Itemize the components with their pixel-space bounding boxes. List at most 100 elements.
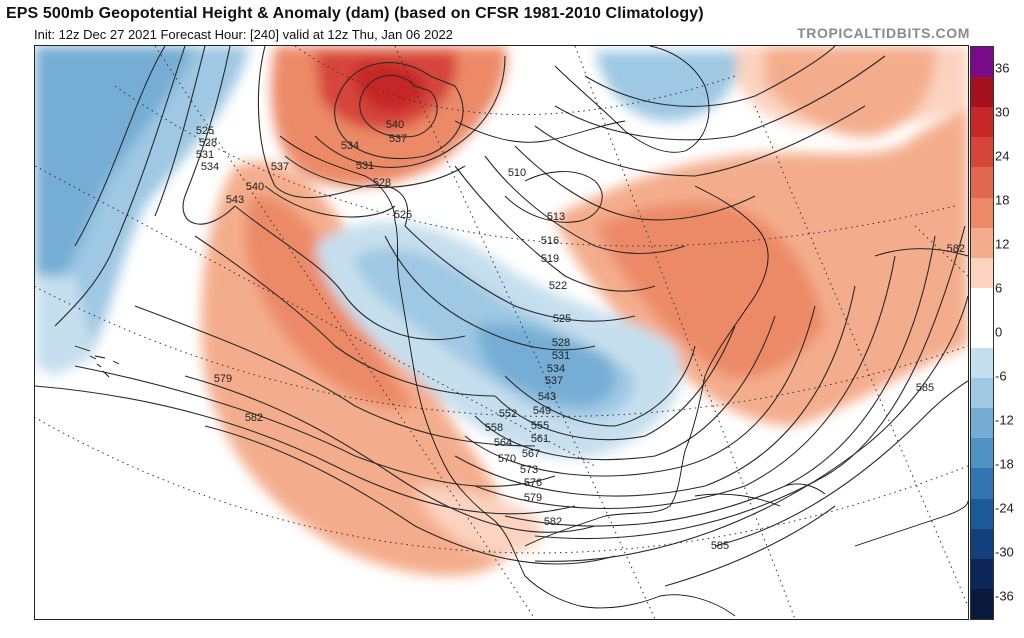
contour-label: 537 bbox=[271, 161, 289, 173]
contour-label: 528 bbox=[552, 337, 570, 349]
colorbar-segment bbox=[971, 167, 993, 198]
height-contour bbox=[284, 155, 466, 188]
height-contour bbox=[35, 385, 576, 515]
coastline-east bbox=[684, 185, 769, 452]
positive-anomaly-mexico bbox=[415, 486, 543, 556]
coastline-north-america bbox=[279, 135, 581, 607]
height-contour bbox=[494, 325, 736, 441]
height-contour bbox=[584, 46, 836, 107]
contour-label: 558 bbox=[485, 422, 503, 434]
lat-lon-grid bbox=[35, 46, 968, 619]
contour-label: 531 bbox=[552, 350, 570, 362]
colorbar-segment bbox=[971, 287, 993, 319]
colorbar-tick-label: 30 bbox=[995, 104, 1010, 120]
coastline-cuba bbox=[694, 493, 781, 507]
colorbar-tick-label: -12 bbox=[995, 412, 1014, 428]
colorbar-segment bbox=[971, 257, 993, 289]
latitude-line bbox=[294, 46, 736, 115]
contour-label: 552 bbox=[499, 408, 517, 420]
contour-label: 540 bbox=[386, 119, 404, 131]
height-contour bbox=[484, 155, 686, 255]
negative-anomaly-pacific-core bbox=[35, 46, 195, 286]
contour-label: 585 bbox=[916, 382, 934, 394]
contour-label: 534 bbox=[201, 161, 219, 173]
height-contour bbox=[474, 315, 776, 461]
anomaly-colorbar bbox=[970, 46, 994, 620]
contour-label: 531 bbox=[356, 160, 374, 172]
height-contour bbox=[74, 46, 166, 247]
contour-label: 582 bbox=[947, 243, 965, 255]
positive-anomaly-pacific-ridge-core bbox=[244, 194, 415, 408]
anomaly-map: 525 528 531 534 537 540 543 534 531 528 … bbox=[35, 46, 968, 619]
contour-label: 543 bbox=[538, 391, 556, 403]
contour-label: 519 bbox=[541, 253, 559, 265]
contour-label: 537 bbox=[545, 375, 563, 387]
longitude-line bbox=[154, 46, 536, 619]
colorbar-segment bbox=[971, 378, 993, 409]
contour-label: 528 bbox=[373, 177, 391, 189]
height-contour bbox=[534, 105, 866, 177]
negative-anomaly-pacific-outer bbox=[35, 276, 95, 376]
contour-label: 567 bbox=[522, 448, 540, 460]
coastline-south-america bbox=[854, 500, 968, 547]
contour-label: 579 bbox=[524, 492, 542, 504]
coastline-hispaniola bbox=[784, 483, 826, 495]
contour-label: 549 bbox=[533, 405, 551, 417]
colorbar-segment bbox=[971, 77, 993, 108]
colorbar-segment bbox=[971, 317, 993, 349]
colorbar-segment bbox=[971, 498, 993, 530]
coastlines bbox=[74, 46, 968, 617]
colorbar-segment bbox=[971, 137, 993, 168]
colorbar-tick-label: 6 bbox=[995, 280, 1003, 296]
contour-label: 561 bbox=[531, 433, 549, 445]
contour-label: 582 bbox=[245, 412, 263, 424]
contour-label: 531 bbox=[196, 149, 214, 161]
height-contour bbox=[54, 46, 186, 327]
height-contour bbox=[534, 295, 968, 562]
contour-label: 570 bbox=[498, 453, 516, 465]
colorbar-segment bbox=[971, 107, 993, 138]
negative-anomaly-greenland bbox=[595, 51, 737, 122]
positive-anomaly-atlantic-core bbox=[595, 202, 825, 379]
contour-label: 525 bbox=[553, 313, 571, 325]
coastline-central-america bbox=[579, 594, 736, 617]
contour-label: 516 bbox=[541, 235, 559, 247]
colorbar-tick-label: -36 bbox=[995, 588, 1014, 604]
height-contour bbox=[554, 55, 886, 141]
height-contour bbox=[404, 225, 636, 322]
coastline-aleutians bbox=[74, 345, 120, 365]
height-contour bbox=[384, 235, 596, 351]
colorbar-segment bbox=[971, 227, 993, 259]
contour-label: 534 bbox=[547, 363, 565, 375]
colorbar-segment bbox=[971, 47, 993, 78]
colorbar-segment bbox=[971, 468, 993, 500]
height-contour bbox=[154, 46, 206, 217]
height-contour bbox=[874, 247, 968, 257]
contour-label: 585 bbox=[711, 540, 729, 552]
contour-label: 510 bbox=[508, 167, 526, 179]
map-panel: 525 528 531 534 537 540 543 534 531 528 … bbox=[34, 45, 969, 620]
contour-label: 540 bbox=[246, 181, 264, 193]
height-contour bbox=[334, 62, 464, 160]
height-contour bbox=[134, 305, 536, 447]
latitude-line bbox=[35, 416, 968, 554]
height-contour bbox=[454, 285, 856, 497]
coastline-greenland bbox=[554, 46, 710, 153]
height-contour bbox=[714, 380, 968, 547]
height-contour bbox=[454, 165, 656, 292]
height-contour bbox=[514, 145, 756, 221]
height-contour bbox=[664, 505, 836, 587]
height-contour bbox=[534, 225, 966, 540]
negative-anomaly-main-trough-core bbox=[475, 323, 616, 406]
height-contour bbox=[359, 74, 438, 138]
latitude-line bbox=[35, 286, 968, 417]
colorbar-tick-label: -30 bbox=[995, 544, 1014, 560]
colorbar-tick-label: 18 bbox=[995, 192, 1010, 208]
contour-label: 555 bbox=[531, 420, 549, 432]
contour-label: 579 bbox=[214, 373, 232, 385]
contour-label: 576 bbox=[524, 477, 542, 489]
colorbar-segment bbox=[971, 348, 993, 379]
colorbar-segment bbox=[971, 558, 993, 590]
colorbar-segment bbox=[971, 438, 993, 469]
contour-label: 534 bbox=[341, 140, 359, 152]
